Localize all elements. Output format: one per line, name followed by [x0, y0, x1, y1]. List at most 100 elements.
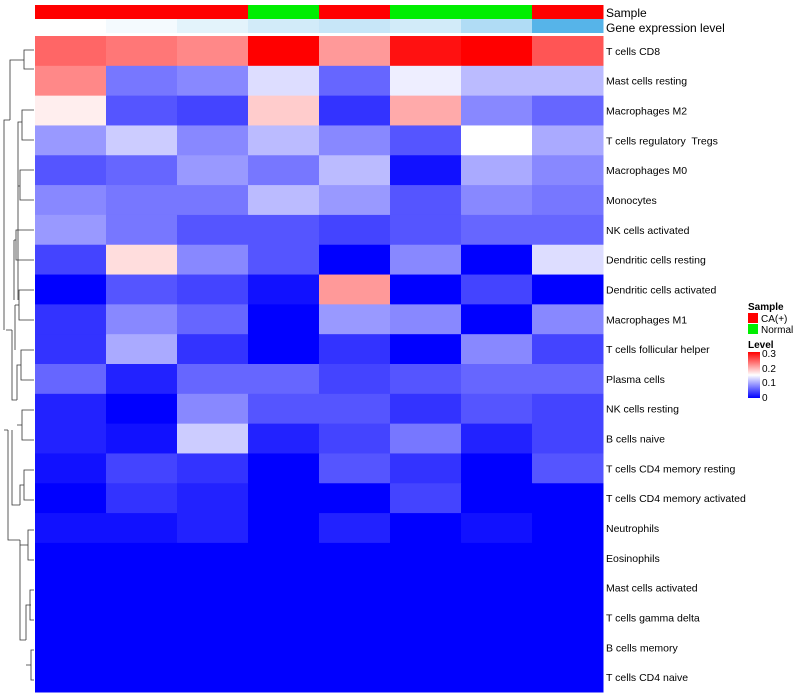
row-label: T cells CD8: [606, 46, 660, 58]
heatmap-cell: [106, 632, 178, 663]
legend-level-colorbar: [748, 352, 760, 398]
heatmap-cell: [106, 65, 178, 97]
heatmap-cell: [461, 95, 533, 126]
heatmap-cell: [532, 542, 604, 574]
sample-annotation-cell: [177, 5, 249, 19]
heatmap-cell: [35, 155, 107, 186]
heatmap-cell: [390, 36, 462, 67]
row-label: T cells CD4 memory activated: [606, 493, 746, 505]
legend: Sample CA(+) Normal Level 0.3 0.2 0.1 0: [748, 302, 793, 404]
row-label: T cells gamma delta: [606, 612, 700, 624]
heatmap-cell: [319, 542, 391, 574]
heatmap-cell: [177, 364, 249, 395]
sample-annotation-cell: [532, 5, 604, 19]
legend-level-tick: 0.1: [762, 378, 776, 389]
heatmap-cell: [35, 36, 107, 67]
heatmap-cell: [248, 632, 320, 663]
heatmap-cell: [248, 334, 320, 365]
heatmap-cell: [35, 542, 107, 574]
heatmap-cell: [461, 602, 533, 633]
heatmap-cell: [248, 542, 320, 574]
sample-annotation-cell: [390, 5, 462, 19]
sample-annotation-cell: [461, 5, 533, 19]
heatmap-cell: [461, 334, 533, 365]
heatmap-cell: [177, 304, 249, 335]
heatmap-cell: [177, 244, 249, 276]
legend-label-ca: CA(+): [761, 314, 787, 325]
heatmap-cell: [319, 274, 391, 305]
heatmap-cell: [461, 274, 533, 305]
heatmap-cell: [106, 542, 178, 574]
heatmap-cell: [461, 572, 533, 604]
row-label: Dendritic cells activated: [606, 284, 716, 296]
heatmap-cell: [106, 513, 178, 544]
heatmap-cell: [319, 453, 391, 484]
sample-annotation-cell: [106, 5, 178, 19]
heatmap-cell: [248, 36, 320, 67]
heatmap-cell: [35, 304, 107, 335]
heatmap-cell: [390, 662, 462, 693]
heatmap-cell: [35, 334, 107, 365]
heatmap-cell: [248, 572, 320, 604]
heatmap-cell: [319, 155, 391, 186]
heatmap-cell: [319, 244, 391, 276]
heatmap-cells: [35, 36, 604, 693]
heatmap-cell: [390, 334, 462, 365]
heatmap-cell: [390, 483, 462, 514]
heatmap-cell: [177, 542, 249, 574]
heatmap-cell: [248, 453, 320, 484]
heatmap-cell: [461, 214, 533, 246]
heatmap-cell: [177, 274, 249, 305]
heatmap-cell: [177, 513, 249, 544]
legend-level-title: Level: [748, 340, 774, 351]
heatmap-cell: [319, 483, 391, 514]
heatmap-cell: [532, 632, 604, 663]
sample-annotation-cell: [319, 5, 391, 19]
expression-annotation-cell: [106, 19, 178, 33]
heatmap-cell: [532, 304, 604, 335]
heatmap-cell: [390, 364, 462, 395]
sample-track-label: Sample: [606, 6, 647, 20]
heatmap-cell: [248, 304, 320, 335]
heatmap-cell: [532, 453, 604, 484]
heatmap-cell: [35, 274, 107, 305]
heatmap-cell: [248, 214, 320, 246]
heatmap-cell: [319, 95, 391, 126]
heatmap-cell: [35, 364, 107, 395]
heatmap-cell: [532, 155, 604, 186]
heatmap-cell: [461, 125, 533, 156]
row-label: NK cells resting: [606, 404, 679, 416]
heatmap-cell: [35, 572, 107, 604]
legend-label-normal: Normal: [761, 325, 793, 336]
heatmap-cell: [248, 662, 320, 693]
heatmap-cell: [461, 542, 533, 574]
heatmap-cell: [177, 483, 249, 514]
heatmap-cell: [106, 334, 178, 365]
heatmap-cell: [35, 423, 107, 454]
heatmap-cell: [390, 513, 462, 544]
heatmap-cell: [177, 423, 249, 454]
heatmap-cell: [390, 244, 462, 276]
row-label: T cells regulatory Tregs: [606, 135, 718, 147]
row-label: Macrophages M0: [606, 165, 687, 177]
expression-annotation-cell: [390, 19, 462, 33]
heatmap-cell: [106, 155, 178, 186]
heatmap-cell: [35, 214, 107, 246]
heatmap-cell: [35, 65, 107, 97]
heatmap-cell: [319, 334, 391, 365]
heatmap-cell: [248, 364, 320, 395]
heatmap-cell: [461, 364, 533, 395]
heatmap-cell: [106, 572, 178, 604]
sample-annotation-cell: [35, 5, 107, 19]
legend-sample-title: Sample: [748, 302, 784, 313]
heatmap-cell: [390, 602, 462, 633]
heatmap-cell: [390, 423, 462, 454]
heatmap-cell: [532, 662, 604, 693]
heatmap-cell: [106, 185, 178, 216]
heatmap-cell: [35, 602, 107, 633]
row-label: Mast cells activated: [606, 583, 698, 595]
heatmap-cell: [461, 393, 533, 425]
heatmap-cell: [319, 185, 391, 216]
heatmap-cell: [177, 125, 249, 156]
